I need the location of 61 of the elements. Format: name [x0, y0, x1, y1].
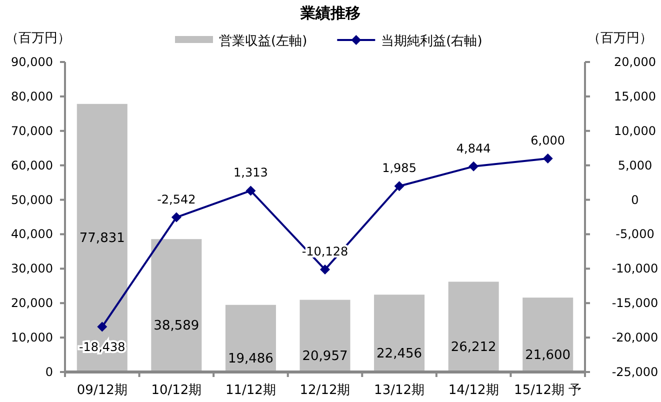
- bar: [225, 304, 276, 372]
- y2-tick-label: -5,000: [616, 227, 654, 242]
- y2-tick-label: 20,000: [614, 55, 656, 69]
- data-label: 21,600: [525, 348, 571, 363]
- point: [468, 161, 479, 172]
- point: [320, 264, 330, 275]
- x-tick-label: 15/12期 予: [514, 383, 582, 398]
- x-tick-label: 10/12期: [151, 383, 202, 398]
- y-tick-label: 40,000: [11, 227, 53, 242]
- x-tick-label: 12/12期: [300, 383, 350, 398]
- data-label: 4,844: [456, 141, 491, 156]
- data-label: 20,957: [302, 348, 348, 364]
- bar: [448, 282, 499, 372]
- y2-tick-label: 5,000: [618, 158, 652, 172]
- x-tick-label: 11/12期: [225, 383, 276, 398]
- bar: [522, 298, 574, 372]
- data-label: 38,589: [154, 318, 200, 334]
- x-tick-label: 14/12期: [448, 383, 499, 398]
- y-tick-label: 20,000: [11, 296, 53, 310]
- y-tick-label: 90,000: [11, 55, 53, 69]
- point: [171, 212, 182, 222]
- y2-tick-label: -25,000: [612, 365, 658, 379]
- bar: [76, 104, 128, 372]
- y-tick-label: 0: [45, 365, 53, 379]
- y-tick-label: 10,000: [11, 330, 53, 345]
- point: [394, 181, 404, 192]
- y-axis-title: （百万円）: [6, 31, 70, 46]
- data-label: -18,438: [78, 340, 126, 354]
- y2-tick-label: 0: [631, 192, 639, 207]
- y2-tick-label: 10,000: [614, 124, 656, 138]
- data-label: 6,000: [530, 133, 566, 148]
- legend: 営業収益(左軸): [175, 34, 308, 49]
- y2-tick-label: -20,000: [612, 330, 658, 345]
- data-label: 1,985: [382, 161, 416, 176]
- bar: [300, 300, 350, 372]
- y-tick-label: 80,000: [11, 89, 53, 104]
- y-tick-label: 30,000: [11, 262, 53, 276]
- data-label: -2,542: [157, 192, 196, 206]
- data-label: 22,456: [376, 346, 422, 362]
- y-tick-label: 50,000: [11, 192, 53, 207]
- x-tick-label: 09/12期: [76, 383, 128, 398]
- data-label: 77,831: [79, 230, 125, 246]
- x-tick-label: 13/12期: [374, 383, 425, 398]
- y2-tick-label: -10,000: [612, 262, 658, 276]
- y2-tick-label: -15,000: [612, 296, 658, 310]
- y-tick-label: 70,000: [11, 124, 53, 138]
- bar: [151, 239, 202, 372]
- legend-label: 営業収益(左軸): [219, 34, 308, 49]
- y2-tick-label: 15,000: [614, 89, 656, 104]
- data-label: 19,486: [228, 351, 274, 366]
- chart-title: 業績推移: [300, 4, 360, 22]
- point: [246, 186, 256, 196]
- point: [542, 153, 553, 164]
- data-label: 26,212: [450, 340, 496, 355]
- bar: [374, 294, 425, 372]
- y-tick-label: 60,000: [11, 158, 53, 172]
- data-label: 1,313: [234, 166, 268, 180]
- y2-axis-title: （百万円）: [588, 31, 652, 46]
- legend-label: 当期純利益(右軸): [381, 34, 482, 49]
- legend: 当期純利益(右軸): [337, 34, 482, 49]
- point: [97, 322, 108, 332]
